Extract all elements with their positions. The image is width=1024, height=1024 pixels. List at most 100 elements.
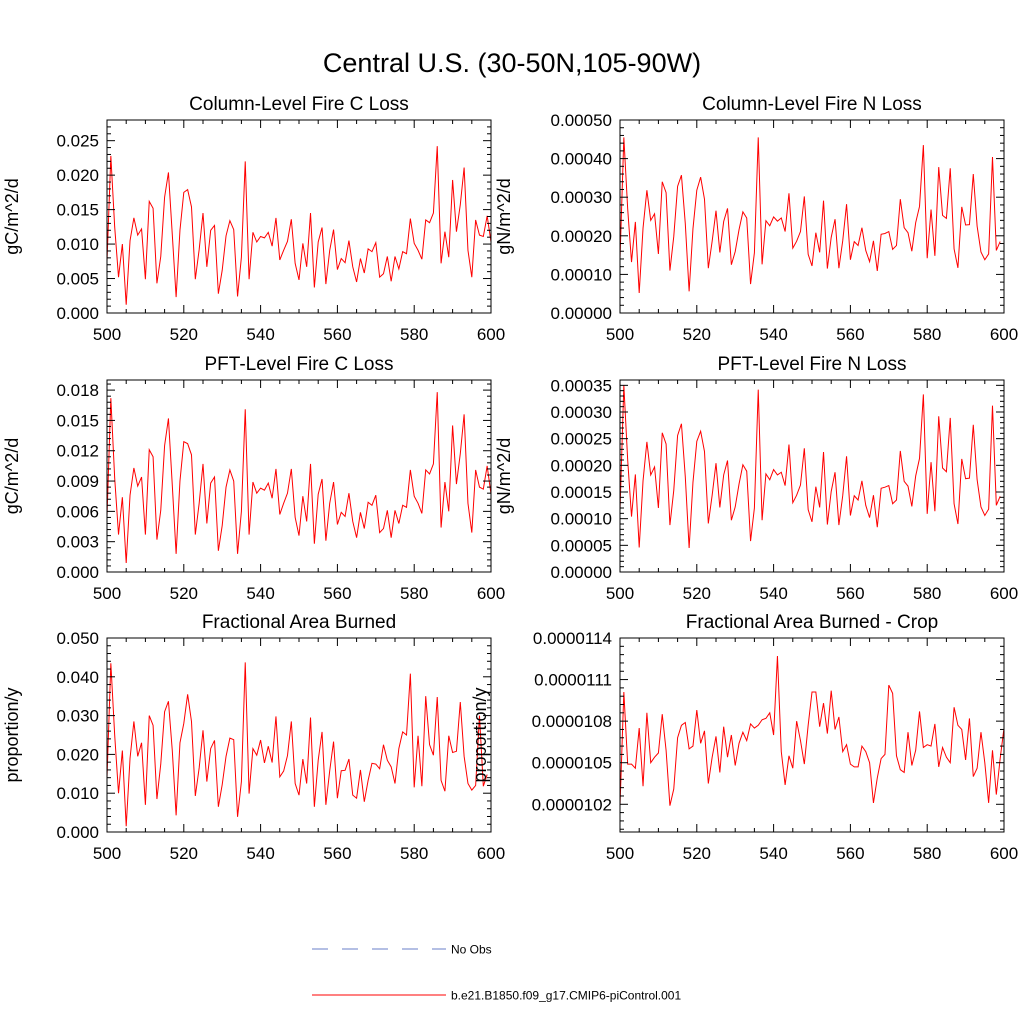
x-tick-label: 560	[836, 584, 864, 603]
x-tick-label: 580	[913, 584, 941, 603]
x-tick-label: 500	[93, 844, 121, 863]
y-tick-label: 0.005	[56, 270, 99, 289]
y-tick-label: 0.020	[56, 166, 99, 185]
series-line	[106, 392, 492, 563]
y-tick-label: 0.00000	[551, 304, 612, 323]
y-tick-label: 0.009	[56, 472, 99, 491]
x-tick-label: 560	[323, 844, 351, 863]
y-tick-label: 0.003	[56, 533, 99, 552]
y-tick-label: 0.020	[56, 745, 99, 764]
x-tick-label: 540	[246, 584, 274, 603]
y-tick-label: 0.018	[56, 381, 99, 400]
plot-frame	[619, 379, 1005, 573]
panel-title: PFT-Level Fire C Loss	[205, 354, 394, 375]
y-tick-label: 0.015	[56, 411, 99, 430]
panel-title: Column-Level Fire C Loss	[189, 94, 409, 115]
chart-panel: 500 520 540 560 580 600 0.000 0.005 0.010 0.015 0.…	[2, 94, 505, 344]
x-tick-label: 580	[913, 844, 941, 863]
x-tick-label: 600	[477, 844, 505, 863]
x-tick-label: 600	[477, 584, 505, 603]
x-tick-label: 540	[246, 844, 274, 863]
x-tick-label: 520	[683, 844, 711, 863]
y-tick-label: 0.00005	[551, 536, 612, 555]
x-tick-label: 560	[836, 325, 864, 344]
y-axis-label: gC/m^2/d	[2, 438, 22, 514]
x-tick-label: 580	[400, 325, 428, 344]
y-tick-label: 0.040	[56, 668, 99, 687]
x-tick-label: 500	[93, 325, 121, 344]
x-tick-label: 500	[606, 325, 634, 344]
main-title: Central U.S. (30-50N,105-90W)	[323, 48, 701, 78]
y-axis-label: gN/m^2/d	[494, 438, 514, 514]
y-tick-label: 0.00040	[551, 150, 612, 169]
series-line	[619, 385, 1001, 549]
plot-frame	[106, 637, 492, 833]
series-line	[619, 655, 1005, 806]
y-tick-label: 0.0000111	[534, 671, 612, 690]
x-tick-label: 540	[759, 844, 787, 863]
x-tick-label: 540	[759, 325, 787, 344]
y-tick-label: 0.00030	[551, 188, 612, 207]
chart-panel: 500 520 540 560 580 600 0.000 0.003 0.006 0.009 0.…	[2, 354, 505, 603]
panel-title: Fractional Area Burned	[202, 612, 396, 633]
y-tick-label: 0.0000108	[532, 712, 612, 731]
y-axis-label: proportion/y	[2, 687, 22, 782]
x-tick-label: 520	[170, 325, 198, 344]
x-tick-label: 500	[606, 584, 634, 603]
x-tick-label: 520	[170, 844, 198, 863]
legend: No Obs b.e21.B1850.f09_g17.CMIP6-piContr…	[312, 943, 681, 1003]
x-tick-label: 600	[990, 325, 1018, 344]
legend-model-label: b.e21.B1850.f09_g17.CMIP6-piControl.001	[451, 989, 681, 1003]
y-tick-label: 0.000	[56, 823, 99, 842]
y-tick-label: 0.030	[56, 707, 99, 726]
y-tick-label: 0.00000	[551, 563, 612, 582]
y-tick-label: 0.0000102	[532, 795, 612, 814]
x-tick-label: 560	[323, 584, 351, 603]
y-tick-label: 0.010	[56, 784, 99, 803]
y-tick-label: 0.00030	[551, 403, 612, 422]
panel-grid: 500 520 540 560 580 600 0.000 0.005 0.010 0.015 0.…	[2, 94, 1018, 863]
x-tick-label: 580	[400, 584, 428, 603]
x-tick-label: 540	[246, 325, 274, 344]
x-tick-label: 600	[990, 844, 1018, 863]
x-tick-label: 600	[477, 325, 505, 344]
x-tick-label: 560	[323, 325, 351, 344]
y-tick-label: 0.000	[56, 563, 99, 582]
chart-panel: 500 520 540 560 580 600 0.00000 0.00005 0.00010 0…	[494, 354, 1018, 603]
y-tick-label: 0.00015	[551, 483, 612, 502]
y-tick-label: 0.010	[56, 235, 99, 254]
series-line	[106, 662, 488, 827]
panel-title: Fractional Area Burned - Crop	[686, 612, 938, 633]
x-tick-label: 520	[170, 584, 198, 603]
x-tick-label: 520	[683, 325, 711, 344]
y-tick-label: 0.006	[56, 502, 99, 521]
y-tick-label: 0.00050	[551, 111, 612, 130]
plot-frame	[106, 379, 492, 573]
y-tick-label: 0.0000114	[533, 629, 612, 648]
plot-frame	[619, 637, 1005, 833]
y-tick-label: 0.00020	[551, 456, 612, 475]
x-tick-label: 500	[606, 844, 634, 863]
chart-panel: 500 520 540 560 580 600 0.0000102 0.0000105 0.00…	[470, 612, 1018, 863]
y-tick-label: 0.050	[56, 629, 99, 648]
y-tick-label: 0.00010	[551, 510, 612, 529]
legend-obs-label: No Obs	[451, 943, 492, 957]
x-tick-label: 540	[759, 584, 787, 603]
x-tick-label: 580	[913, 325, 941, 344]
y-tick-label: 0.0000105	[532, 754, 612, 773]
x-tick-label: 580	[400, 844, 428, 863]
y-tick-label: 0.000	[56, 304, 99, 323]
y-tick-label: 0.00035	[551, 376, 612, 395]
series-line	[106, 146, 492, 305]
chart-panel: 500 520 540 560 580 600 0.000 0.010 0.020 0.030 0.…	[2, 612, 505, 863]
chart-panel: 500 520 540 560 580 600 0.00000 0.00010 0.00020 0…	[494, 94, 1018, 344]
y-axis-label: proportion/y	[470, 687, 490, 782]
x-tick-label: 500	[93, 584, 121, 603]
y-tick-label: 0.015	[56, 201, 99, 220]
x-tick-label: 520	[683, 584, 711, 603]
panel-title: PFT-Level Fire N Loss	[718, 354, 907, 375]
y-tick-label: 0.00025	[551, 430, 612, 449]
plot-frame	[106, 119, 492, 314]
y-tick-label: 0.025	[56, 132, 99, 151]
